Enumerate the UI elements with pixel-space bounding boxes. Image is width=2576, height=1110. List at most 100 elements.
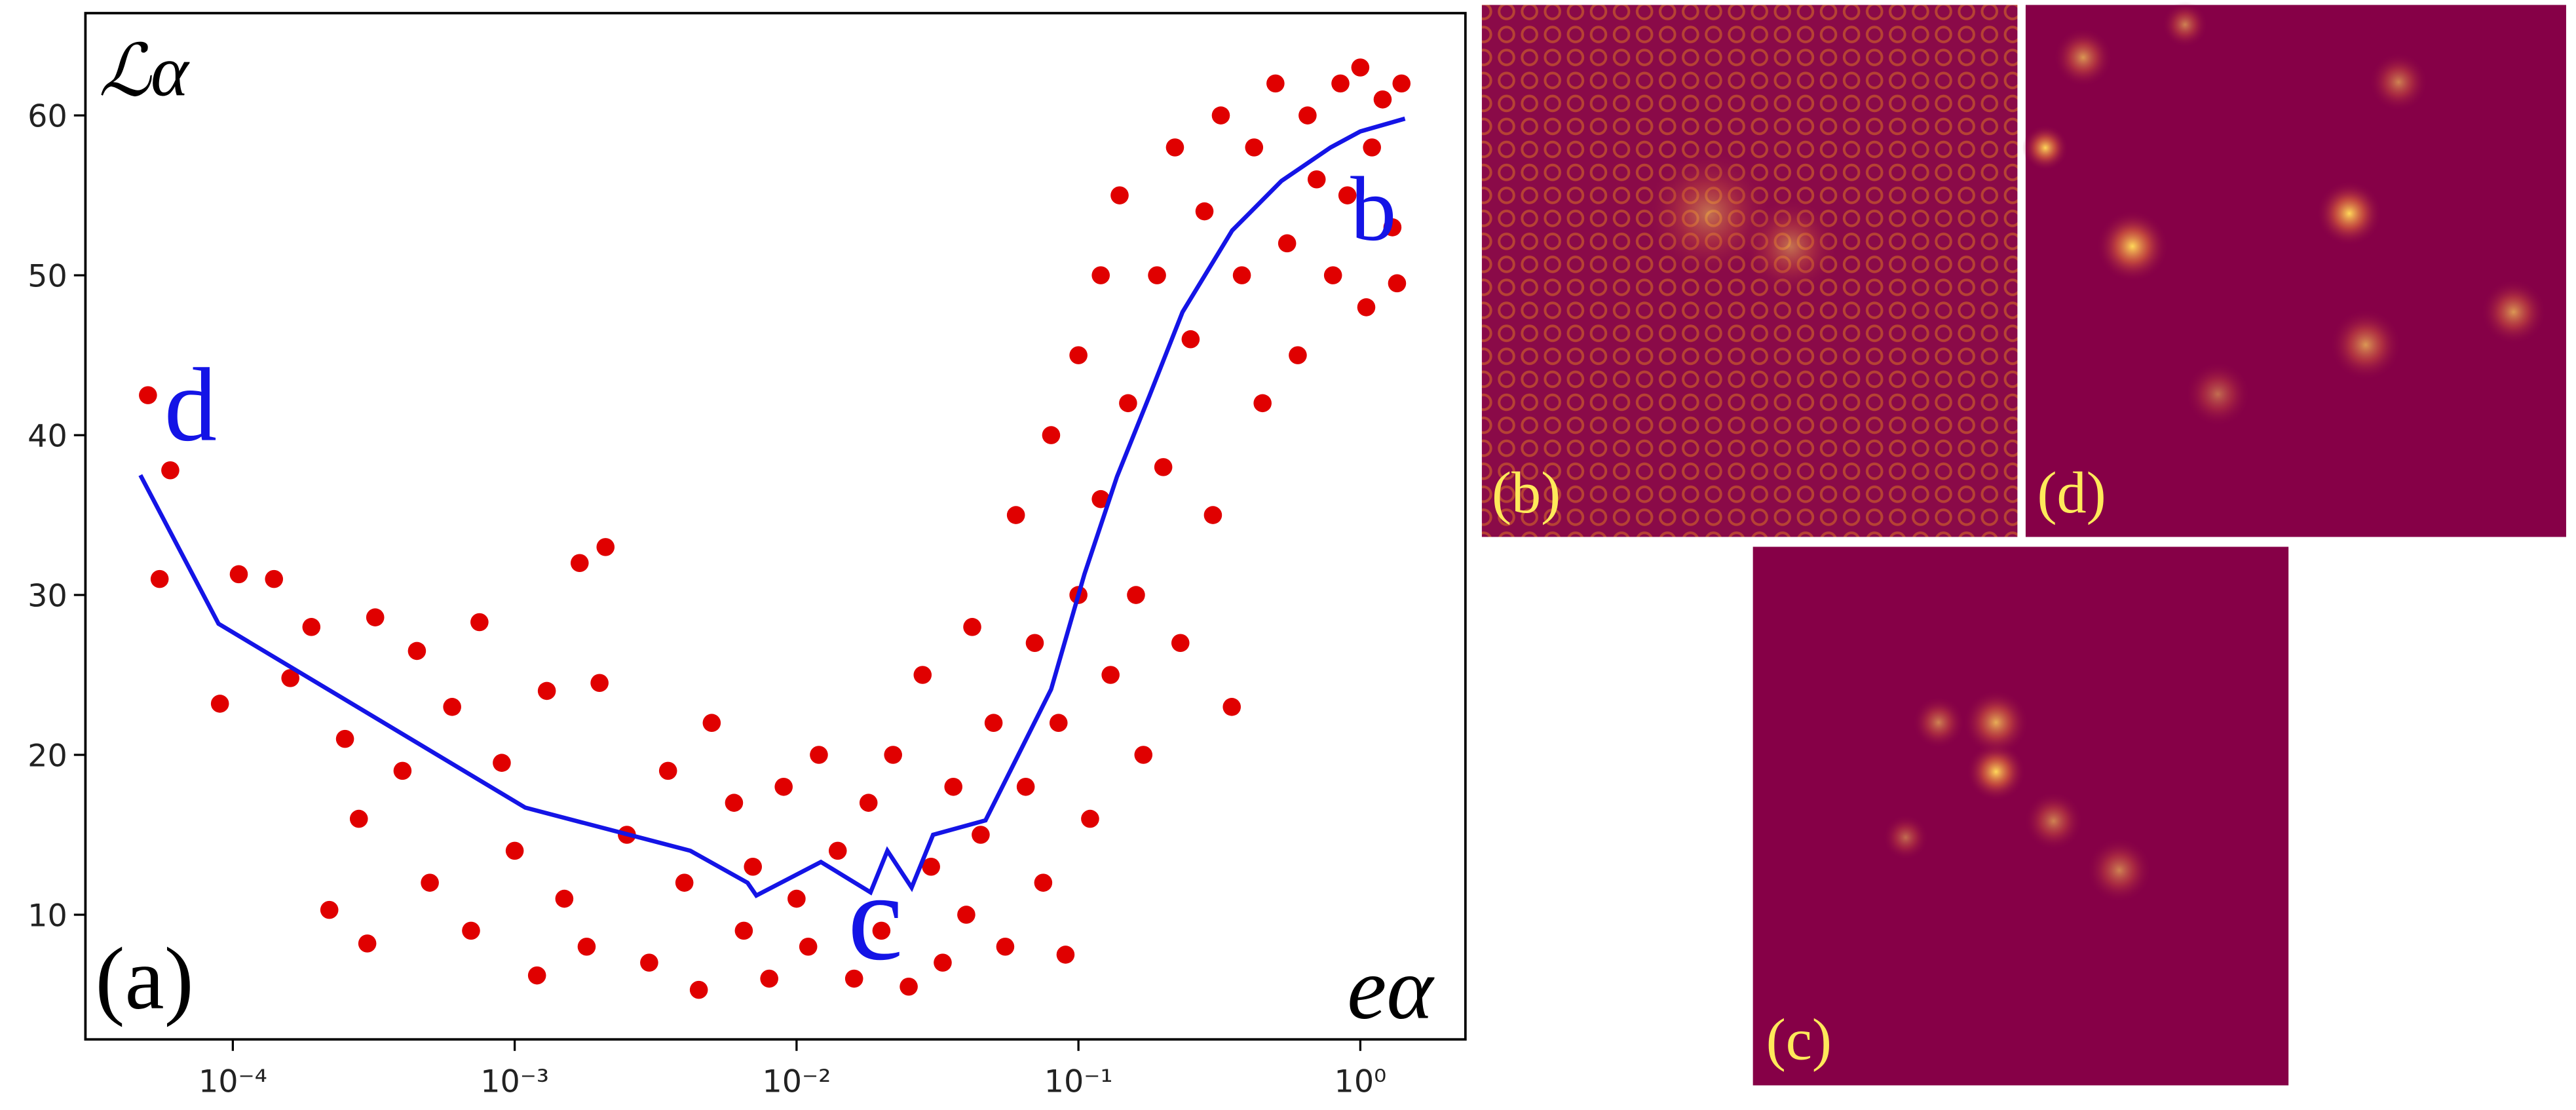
point <box>996 937 1015 956</box>
point <box>1266 74 1285 93</box>
point <box>640 953 658 972</box>
point <box>689 980 708 999</box>
point <box>774 778 793 796</box>
point <box>828 841 847 860</box>
point <box>421 873 439 892</box>
annotation: d <box>164 347 217 463</box>
point <box>570 554 589 573</box>
point <box>493 754 511 772</box>
heatmap-d: (d) <box>2022 1 2566 537</box>
point <box>957 906 975 924</box>
point <box>1091 266 1110 284</box>
point <box>1134 746 1153 764</box>
point <box>210 695 229 713</box>
point <box>1165 138 1184 157</box>
point <box>596 538 615 556</box>
panel-label: (b) <box>1492 460 1561 526</box>
point <box>590 674 609 693</box>
point <box>1222 698 1241 716</box>
point <box>658 761 677 780</box>
point <box>265 569 284 588</box>
point <box>810 746 828 764</box>
point <box>934 953 952 972</box>
heatmap-c: (c) <box>1752 546 2289 1086</box>
point <box>1289 346 1307 364</box>
point <box>1110 186 1129 204</box>
point <box>913 666 932 684</box>
point <box>1171 634 1190 653</box>
point <box>1307 170 1326 189</box>
point <box>577 937 596 956</box>
point <box>1331 74 1350 93</box>
point <box>884 746 902 764</box>
x-axis-label: eα <box>1347 940 1435 1038</box>
point <box>1383 218 1402 237</box>
point <box>787 889 806 908</box>
point <box>675 873 694 892</box>
point <box>799 937 818 956</box>
point <box>1181 330 1200 349</box>
point <box>859 794 878 812</box>
point <box>335 729 354 748</box>
point <box>1016 778 1035 796</box>
point <box>349 809 368 828</box>
point <box>1388 274 1407 293</box>
point <box>734 921 753 940</box>
point <box>537 681 556 700</box>
point <box>760 969 778 988</box>
point <box>229 565 248 584</box>
point <box>1049 714 1068 732</box>
point <box>139 386 157 404</box>
point <box>407 641 426 660</box>
point <box>702 714 721 732</box>
point <box>1232 266 1251 284</box>
point <box>944 778 963 796</box>
point <box>366 608 385 626</box>
point <box>963 618 981 636</box>
point <box>462 921 480 940</box>
annotation: c <box>848 849 903 987</box>
point <box>358 934 377 953</box>
y-tick-label: 40 <box>28 419 67 455</box>
point <box>1278 234 1297 253</box>
point <box>1298 106 1317 124</box>
point <box>900 977 918 996</box>
point <box>1323 266 1342 284</box>
point <box>1363 138 1381 157</box>
point <box>393 761 412 780</box>
point <box>527 966 546 985</box>
point <box>1253 394 1272 413</box>
y-tick-label: 20 <box>28 738 67 775</box>
panel-label: (a) <box>95 930 193 1028</box>
point <box>1195 202 1214 221</box>
x-tick-label: 10⁰ <box>1335 1063 1387 1100</box>
y-tick-label: 60 <box>28 99 67 135</box>
point <box>725 794 744 812</box>
point <box>1034 873 1053 892</box>
point <box>302 618 321 636</box>
x-tick-label: 10⁻⁴ <box>199 1063 267 1100</box>
heatmap-b: (b) <box>1481 5 2018 537</box>
y-tick-label: 50 <box>28 259 67 295</box>
point <box>1069 346 1088 364</box>
y-tick-label: 10 <box>28 898 67 934</box>
point <box>744 857 763 876</box>
point <box>1119 394 1137 413</box>
point <box>844 969 863 988</box>
point <box>1154 458 1173 476</box>
point <box>972 826 990 844</box>
x-tick-label: 10⁻³ <box>480 1063 549 1100</box>
point <box>161 461 180 480</box>
point <box>1392 74 1411 93</box>
point <box>984 714 1003 732</box>
point <box>1351 58 1370 77</box>
point <box>1127 586 1145 604</box>
point <box>1056 946 1075 964</box>
point <box>872 921 891 940</box>
point <box>470 613 489 632</box>
point <box>1042 426 1061 444</box>
plot-frame <box>84 12 1467 1041</box>
point <box>1211 106 1230 124</box>
annotation: b <box>1350 159 1396 260</box>
point <box>1148 266 1166 284</box>
